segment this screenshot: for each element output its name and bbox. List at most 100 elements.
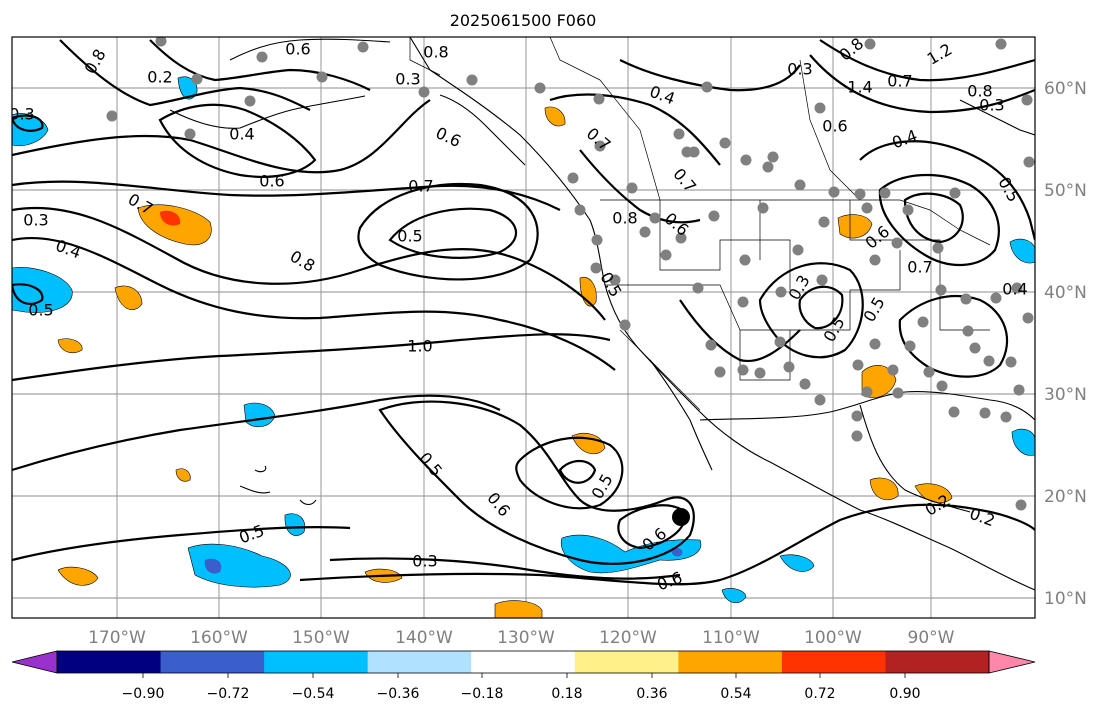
station-marker [887, 364, 899, 376]
station-marker [660, 249, 672, 261]
contours [12, 39, 1035, 586]
contour-label: 0.6 [285, 40, 310, 59]
station-marker [948, 406, 960, 418]
station-marker [818, 216, 830, 228]
colorbar-segment [367, 651, 472, 673]
station-marker [762, 161, 774, 173]
contour-line [617, 504, 687, 550]
shade-blue-patch [187, 543, 291, 588]
contour-label: 0.3 [787, 60, 812, 79]
station-marker [923, 366, 935, 378]
colorbar-tick-label: −0.54 [292, 686, 335, 702]
station-marker [962, 325, 974, 337]
contour-label: 0.4 [229, 125, 254, 144]
shade-orange-patch [544, 106, 566, 127]
colorbar-tick-label: 0.72 [804, 686, 835, 702]
station-marker [794, 179, 806, 191]
station-marker [106, 110, 118, 122]
station-marker [590, 262, 602, 274]
colorbar-segment [160, 651, 265, 673]
station-marker [1000, 411, 1012, 423]
station-marker [864, 38, 876, 50]
latitude-tick-labels: 60°N 50°N 40°N 30°N 20°N 10°N [1044, 79, 1087, 609]
station-marker [1021, 94, 1033, 106]
colorbar-segment [57, 651, 162, 673]
lat-tick-label: 50°N [1044, 181, 1087, 201]
station-markers [106, 37, 1035, 511]
station-marker [737, 364, 749, 376]
station-marker [191, 73, 203, 85]
station-marker [902, 204, 914, 216]
map-panel: 0.8 0.6 0.80.30.40.50.70.40.60.60.70.50.80… [11, 36, 1036, 619]
station-marker [1015, 499, 1027, 511]
shade-orange-patch [57, 566, 99, 586]
shade-orange-patch [837, 214, 873, 239]
colorbar-tick-label: 0.54 [720, 686, 751, 702]
station-marker [737, 296, 749, 308]
shade-orange-patch [175, 468, 191, 482]
contour-label: 0.7 [907, 258, 932, 277]
station-marker [639, 226, 651, 238]
contour-line [329, 557, 681, 580]
colorbar-segment [574, 651, 679, 673]
contour-line [357, 183, 539, 281]
station-marker [851, 410, 863, 422]
shade-blue-patch [177, 76, 198, 100]
station-marker [591, 234, 603, 246]
contour-label: 0.6 [259, 172, 284, 191]
contour-line [12, 99, 431, 174]
contour-label: 0.5 [28, 301, 53, 320]
contour-label: 0.4 [1002, 280, 1027, 299]
station-marker [692, 282, 704, 294]
station-marker [675, 232, 687, 244]
contour-line [158, 103, 317, 178]
station-marker [609, 274, 621, 286]
station-marker [1005, 356, 1017, 368]
colorbar-tick-labels: −0.90 −0.72 −0.54 −0.36 −0.18 0.18 0.36 0.54 0.7… [122, 673, 921, 702]
contour-label: 0.3 [395, 70, 420, 89]
colorbar-tick-label: −0.18 [461, 686, 504, 702]
shade-orange-patch [914, 483, 953, 504]
colorbar-segment [264, 651, 369, 673]
station-marker [739, 254, 751, 266]
station-marker [879, 187, 891, 199]
colorbar-tick-label: −0.36 [377, 686, 420, 702]
station-marker [783, 361, 795, 373]
shade-blue-patch [721, 588, 747, 603]
colorbar [11, 650, 1036, 674]
station-marker [775, 286, 787, 298]
shade-orange-patch [869, 477, 899, 501]
map-title: 2025061500 F060 [450, 11, 597, 30]
lon-tick-label: 150°W [292, 628, 350, 648]
station-marker [593, 93, 605, 105]
colorbar-frame [56, 650, 990, 674]
station-marker [567, 172, 579, 184]
station-marker [1011, 282, 1023, 294]
contour-label: 0.3 [412, 552, 437, 571]
station-marker [960, 293, 972, 305]
shade-orange-patch [57, 338, 83, 353]
contour-line [388, 207, 518, 259]
lon-tick-label: 130°W [497, 628, 555, 648]
lon-tick-label: 170°W [88, 628, 146, 648]
contour-line [12, 333, 611, 382]
contour-label: 0.7 [408, 177, 433, 196]
contour-label: 0.6 [822, 117, 847, 136]
contour-line [903, 192, 964, 244]
station-marker [949, 187, 961, 199]
shade-blue-patch [12, 113, 49, 147]
station-marker [892, 387, 904, 399]
contour-line [819, 39, 1035, 82]
station-marker [852, 359, 864, 371]
station-marker [854, 188, 866, 200]
contour-line [809, 54, 1035, 114]
shade-blue-patch [1009, 238, 1035, 264]
lat-tick-label: 20°N [1044, 487, 1087, 507]
coastlines [169, 37, 1035, 591]
station-marker [740, 154, 752, 166]
contour-line [149, 39, 371, 91]
station-marker [816, 274, 828, 286]
shade-red-patch [160, 210, 181, 226]
station-marker [814, 102, 826, 114]
